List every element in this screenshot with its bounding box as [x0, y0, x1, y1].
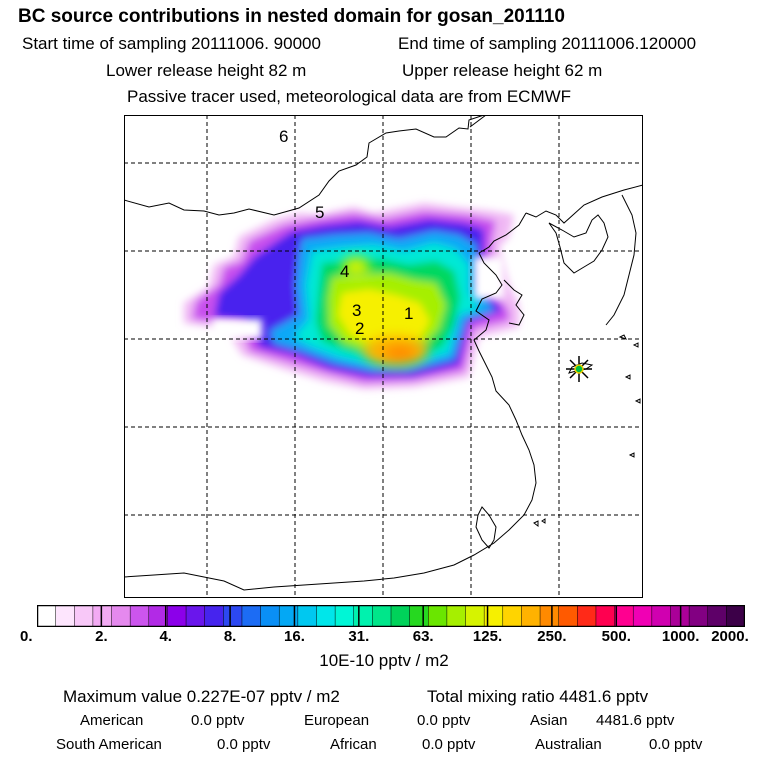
source-african-name: African [330, 736, 377, 753]
colorbar-cell [185, 605, 206, 627]
region-label-2: 2 [355, 319, 364, 338]
source-african-value: 0.0 pptv [422, 736, 476, 753]
colorbar-cell [74, 605, 94, 627]
source-asian-value: 4481.6 pptv [596, 712, 675, 729]
colorbar-tick-label: 4. [159, 628, 172, 645]
colorbar-tick-label: 31. [348, 628, 370, 645]
colorbar-cell [428, 605, 448, 627]
colorbar-cell [37, 605, 57, 627]
colorbar-cell [260, 605, 280, 627]
concentration-map: 6 5 4 3 2 1 [124, 115, 643, 598]
colorbar-cell [316, 605, 336, 627]
source-australian-value: 0.0 pptv [649, 736, 703, 753]
colorbar-tick-label: 250. [537, 628, 567, 645]
source-american-name: American [80, 712, 144, 729]
colorbar-cell [614, 605, 634, 627]
tracer-note: Passive tracer used, meteorological data… [127, 87, 572, 106]
colorbar-tick-label: 2000. [711, 628, 749, 645]
colorbar-cell [726, 605, 745, 627]
source-asian-name: Asian [530, 712, 568, 729]
colorbar-cell [372, 605, 392, 627]
source-european-value: 0.0 pptv [417, 712, 471, 729]
colorbar [37, 605, 745, 627]
region-label-3: 3 [352, 301, 361, 320]
colorbar-cell [55, 605, 76, 627]
source-australian-name: Australian [535, 736, 602, 753]
colorbar-cell [223, 605, 243, 627]
map-frame [124, 115, 643, 598]
max-value-label: Maximum value 0.227E-07 pptv / m2 [63, 687, 340, 706]
colorbar-unit: 10E-10 pptv / m2 [319, 651, 449, 670]
lower-height-label: Lower release height 82 m [106, 61, 307, 80]
source-european-name: European [304, 712, 370, 729]
source-southamerican-value: 0.0 pptv [217, 736, 271, 753]
colorbar-cell [204, 605, 225, 627]
colorbar-cell [539, 605, 560, 627]
colorbar-cell [297, 605, 318, 627]
region-label-4: 4 [340, 262, 349, 281]
colorbar-tick-label: 500. [601, 628, 631, 645]
colorbar-cell [707, 605, 728, 627]
end-time-label: End time of sampling 20111006.120000 [398, 34, 697, 53]
source-southamerican-name: South American [56, 736, 162, 753]
colorbar-cell [353, 605, 374, 627]
lat-lon-grid [124, 115, 643, 598]
colorbar-tick-label: 8. [223, 628, 237, 645]
colorbar-cell [167, 605, 187, 627]
colorbar-tick-label: 16. [284, 628, 305, 645]
colorbar-cell [521, 605, 541, 627]
colorbar-tick-label: 0. [20, 628, 33, 645]
colorbar-tick-label: 125. [472, 628, 503, 645]
source-american-value: 0.0 pptv [191, 712, 245, 729]
colorbar-cell [129, 605, 150, 627]
colorbar-cell [502, 605, 523, 627]
colorbar-cell [595, 605, 616, 627]
colorbar-tick-label: 1000. [661, 628, 700, 645]
total-mixing-label: Total mixing ratio 4481.6 pptv [427, 687, 649, 706]
colorbar-cell [446, 605, 467, 627]
plume-field [184, 203, 519, 389]
region-label-6: 6 [279, 127, 288, 146]
coastlines [124, 115, 643, 591]
region-label-5: 5 [315, 203, 324, 222]
upper-height-label: Upper release height 62 m [402, 61, 603, 80]
colorbar-cell [688, 605, 709, 627]
colorbar-cell [409, 605, 430, 627]
colorbar-cell [558, 605, 579, 627]
colorbar-cell [465, 605, 485, 627]
star-icon [566, 356, 592, 382]
colorbar-cell [92, 605, 113, 627]
colorbar-tick-label: 2. [95, 628, 108, 645]
colorbar-cell [241, 605, 262, 627]
start-time-label: Start time of sampling 20111006. 90000 [22, 34, 321, 53]
colorbar-cell [278, 605, 299, 627]
plot-title: BC source contributions in nested domain… [18, 6, 565, 27]
colorbar-cell [632, 605, 653, 627]
colorbar-cell [651, 605, 672, 627]
colorbar-cell [334, 605, 355, 627]
colorbar-cell [577, 605, 597, 627]
colorbar-cell [111, 605, 131, 627]
colorbar-cell [390, 605, 411, 627]
region-label-1: 1 [404, 304, 413, 323]
colorbar-tick-label: 63. [412, 628, 434, 645]
